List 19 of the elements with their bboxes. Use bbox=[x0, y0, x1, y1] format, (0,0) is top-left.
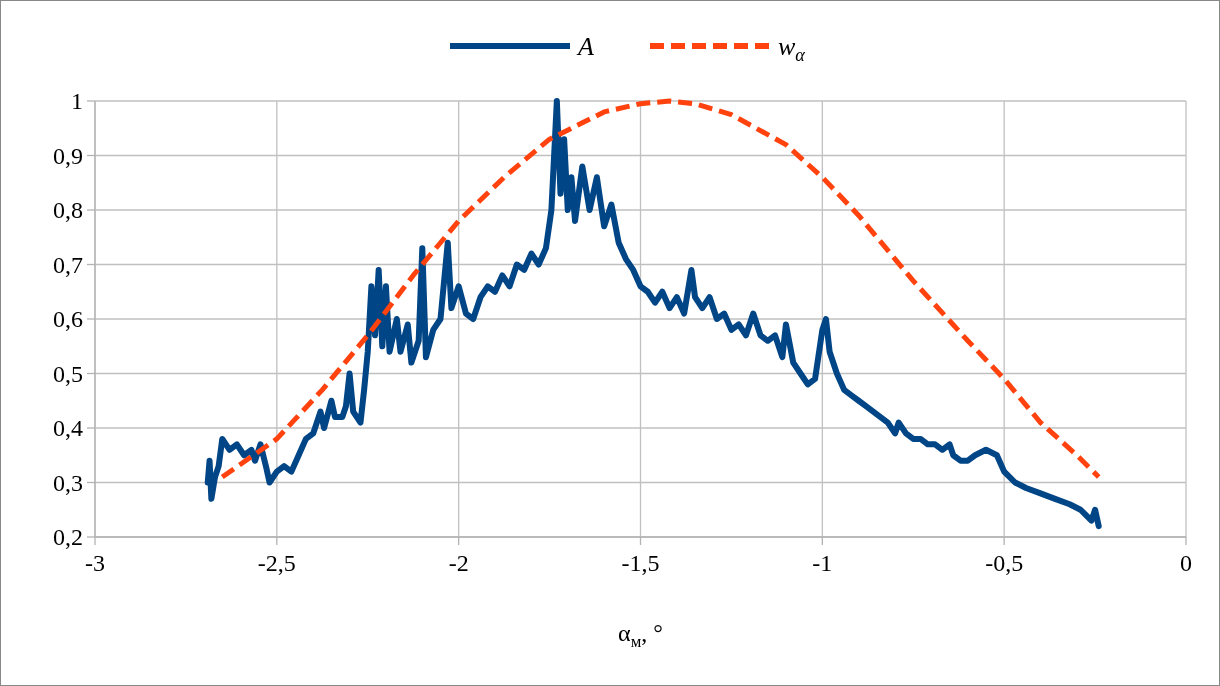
y-tick-label: 0,2 bbox=[53, 524, 83, 551]
y-tick-label: 0,5 bbox=[53, 360, 83, 387]
y-tick-label: 0,7 bbox=[53, 251, 83, 278]
y-tick-label: 0,8 bbox=[53, 197, 83, 224]
y-tick-label: 0,4 bbox=[53, 415, 83, 442]
x-tick-label: -1,5 bbox=[621, 550, 660, 576]
x-axis-title: α$_{м}$, ° bbox=[618, 620, 663, 651]
x-tick-label: -3 bbox=[85, 550, 105, 576]
y-tick-label: 1 bbox=[71, 88, 83, 115]
x-tick-label: -1 bbox=[812, 550, 833, 576]
y-tick-label: 0,6 bbox=[53, 306, 83, 333]
x-tick-label: -2 bbox=[448, 550, 469, 576]
x-tick-label: -2,5 bbox=[257, 550, 296, 576]
x-tick-label: 0 bbox=[1180, 550, 1192, 576]
x-tick-label: -0,5 bbox=[985, 550, 1024, 576]
legend-label: A bbox=[576, 32, 594, 61]
y-tick-label: 0,3 bbox=[53, 469, 83, 496]
y-tick-label: 0,9 bbox=[53, 142, 83, 169]
legend-label: w$_{α}$ bbox=[778, 32, 806, 66]
